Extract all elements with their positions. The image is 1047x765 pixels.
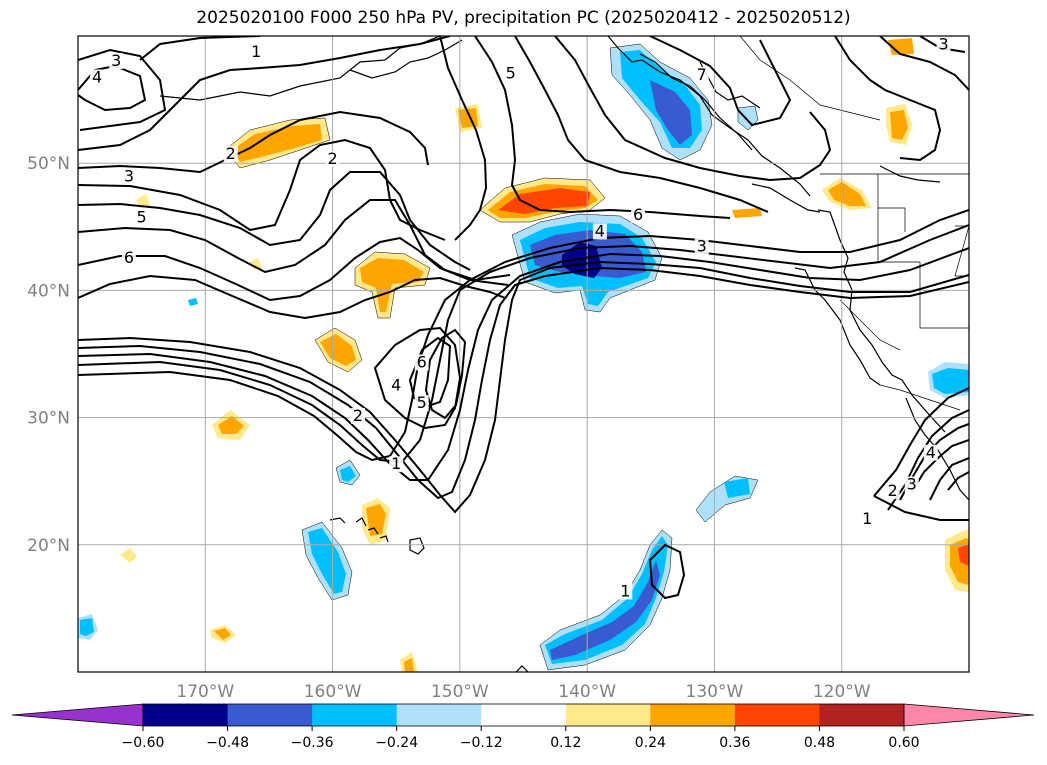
lon-tick-label: 140°W [558, 682, 616, 702]
colorbar-segment [650, 704, 736, 726]
colorbar-segment [734, 704, 820, 726]
contour-label-bg [414, 395, 429, 412]
map-frame [77, 35, 970, 673]
contour-label: 3 [938, 34, 948, 53]
contour-label-bg [936, 36, 951, 53]
contour-label: 1 [251, 42, 261, 61]
contour-label-bg [121, 250, 136, 267]
contour-label-bg [351, 407, 366, 424]
colorbar-tick-label: 0.48 [804, 735, 835, 751]
contour-label: 6 [124, 248, 134, 267]
contour-label-bg [134, 209, 149, 226]
lon-tick-label: 160°W [304, 682, 362, 702]
contour-label-bg [249, 44, 264, 61]
contour-label: 5 [137, 207, 147, 226]
contour-label: 1 [391, 454, 401, 473]
lat-tick-label: 30°N [27, 409, 70, 429]
colorbar-tick-label: −0.48 [206, 735, 249, 751]
lon-tick-label: 120°W [813, 682, 871, 702]
lat-tick-label: 20°N [27, 536, 70, 556]
contour-label-bg [694, 66, 709, 83]
colorbar-under-arrow [11, 703, 144, 727]
contour-label-bg [389, 456, 404, 473]
longitude-labels: 170°W 160°W 150°W 140°W 130°W 120°W [176, 682, 870, 702]
contour-label: 1 [862, 509, 872, 528]
contour-label-bg [223, 145, 238, 162]
contour-label: 5 [417, 393, 427, 412]
lon-tick-label: 150°W [431, 682, 489, 702]
gridlines [78, 36, 969, 672]
colorbar-tick-label: 0.12 [550, 735, 581, 751]
contour-label: 4 [926, 443, 936, 462]
contour-label: 4 [92, 68, 102, 87]
contour-label-bg [592, 223, 607, 240]
contour-label-bg [694, 238, 709, 255]
contour-label-bg [904, 476, 919, 493]
colorbar-segment [481, 704, 567, 726]
colorbar-tick-label: −0.60 [122, 735, 165, 751]
colorbar-tick-label: −0.24 [375, 735, 418, 751]
colorbar-segment [396, 704, 482, 726]
contour-label: 7 [697, 65, 707, 84]
map-title: 2025020100 F000 250 hPa PV, precipitatio… [196, 8, 851, 28]
contour-label: 2 [888, 481, 898, 500]
contour-label-bg [923, 444, 938, 461]
lon-tick-label: 170°W [176, 682, 234, 702]
contour-label-bg [503, 65, 518, 82]
colorbar-segment [565, 704, 651, 726]
contour-label: 3 [111, 51, 121, 70]
contour-label: 3 [124, 167, 134, 186]
contour-label-bg [860, 510, 875, 527]
contour-label: 3 [907, 475, 917, 494]
contour-label-bg [90, 69, 105, 86]
contour-label: 3 [697, 237, 707, 256]
colorbar-segment [312, 704, 398, 726]
precip-shading [78, 38, 969, 672]
colorbar-over-arrow [903, 703, 1035, 727]
colorbar-frame [142, 703, 905, 727]
contour-label-bg [325, 150, 340, 167]
contour-label: 6 [417, 352, 427, 371]
colorbar-segment [227, 704, 313, 726]
contour-label: 4 [595, 221, 605, 240]
colorbar: −0.60 −0.48 −0.36 −0.24 −0.12 0.12 0.24 0.36 0.4… [11, 703, 1035, 751]
colorbar-tick-label: −0.36 [291, 735, 334, 751]
map-background [78, 36, 969, 672]
colorbar-segment [819, 704, 905, 726]
contour-label-bg [885, 482, 900, 499]
lat-tick-label: 40°N [27, 281, 70, 301]
contour-label-bg [109, 52, 124, 69]
contour-label: 1 [620, 581, 630, 600]
contour-label: 2 [226, 144, 236, 163]
colorbar-tick-label: −0.12 [460, 735, 503, 751]
contour-label-bg [121, 168, 136, 185]
contour-label: 4 [391, 375, 401, 394]
contour-label: 2 [353, 406, 363, 425]
borders [739, 36, 969, 411]
colorbar-tick-label: 0.24 [635, 735, 666, 751]
contour-label-bg [414, 354, 429, 371]
contour-label: 6 [633, 205, 643, 224]
colorbar-segment [143, 704, 229, 726]
contour-label-bg [389, 377, 404, 394]
lat-tick-label: 50°N [27, 154, 70, 174]
contour-label: 2 [327, 149, 337, 168]
colorbar-tick-label: 0.60 [888, 735, 919, 751]
colorbar-tick-label: 0.36 [719, 735, 750, 751]
contour-label: 5 [506, 64, 516, 83]
contour-label-bg [631, 206, 646, 223]
lon-tick-label: 130°W [686, 682, 744, 702]
latitude-labels: 20°N 30°N 40°N 50°N [27, 154, 70, 556]
coastlines [159, 36, 969, 672]
contour-label-bg [618, 583, 633, 600]
